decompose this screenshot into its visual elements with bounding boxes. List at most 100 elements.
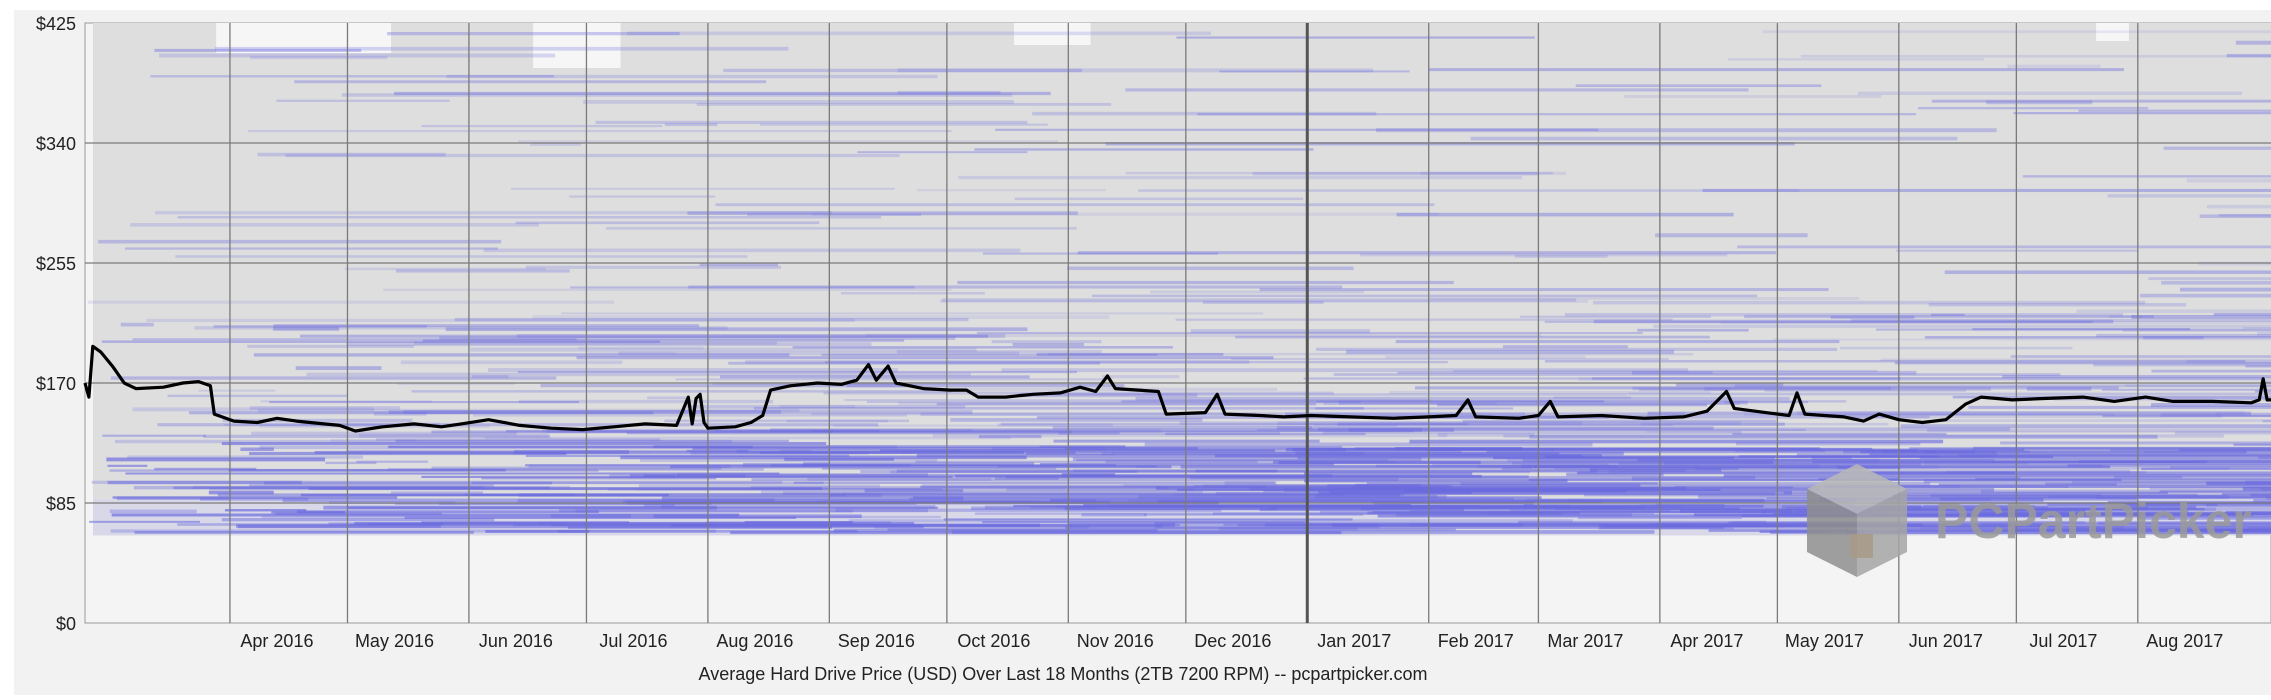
price-band xyxy=(1514,254,1608,258)
price-band xyxy=(932,433,1448,438)
price-band xyxy=(1273,460,1774,464)
price-band xyxy=(1927,428,2271,433)
price-band xyxy=(285,153,900,158)
price-band xyxy=(2137,516,2271,520)
price-band xyxy=(344,267,546,271)
price-band xyxy=(213,325,427,328)
price-band xyxy=(1360,253,1728,257)
price-band xyxy=(2260,488,2271,491)
price-band xyxy=(943,518,1353,521)
price-band xyxy=(890,470,1531,474)
watermark-text: PCPartPicker xyxy=(1935,493,2252,549)
price-band xyxy=(1313,424,1673,427)
price-band xyxy=(359,433,549,438)
price-band xyxy=(247,129,952,133)
price-band xyxy=(421,124,663,128)
price-band xyxy=(2076,309,2271,313)
price-band xyxy=(1728,521,2271,524)
price-band xyxy=(394,91,1051,96)
price-band xyxy=(276,99,450,103)
price-band xyxy=(511,187,895,190)
price-band xyxy=(1316,347,1838,352)
price-band xyxy=(1429,297,1860,300)
price-band xyxy=(2253,498,2271,503)
price-band xyxy=(846,383,906,388)
price-band xyxy=(916,188,1106,192)
price-band xyxy=(518,399,774,404)
price-band xyxy=(134,531,474,534)
y-tick-label: $170 xyxy=(36,374,76,394)
price-band xyxy=(1105,142,1795,146)
price-band xyxy=(1618,462,1922,466)
price-band xyxy=(1067,266,1354,271)
price-band xyxy=(431,466,722,470)
price-band xyxy=(2148,277,2271,281)
price-band xyxy=(750,486,1169,489)
price-band xyxy=(314,450,1024,454)
price-band xyxy=(1926,450,2030,453)
price-band xyxy=(2247,526,2271,531)
price-band xyxy=(2141,467,2271,471)
price-band xyxy=(1735,442,1921,446)
price-band xyxy=(714,429,973,432)
price-band xyxy=(2071,480,2271,484)
price-band xyxy=(2159,490,2271,493)
price-band xyxy=(2213,313,2271,316)
price-band xyxy=(203,434,551,438)
price-band xyxy=(1631,370,1917,375)
price-band xyxy=(626,31,1211,36)
price-band xyxy=(481,477,717,480)
price-band xyxy=(661,505,936,509)
price-band xyxy=(1437,403,1708,407)
price-band xyxy=(325,461,377,465)
price-band xyxy=(1462,419,1777,423)
price-band xyxy=(1303,377,1901,380)
price-band xyxy=(896,350,1102,354)
price-band xyxy=(696,102,1112,106)
price-band xyxy=(1900,424,2271,429)
logo-accent xyxy=(1851,534,1873,558)
price-band xyxy=(1396,513,1632,517)
price-band xyxy=(908,497,1514,501)
price-band xyxy=(101,340,661,343)
price-band xyxy=(1529,434,2158,439)
price-band xyxy=(1285,412,1685,417)
price-band xyxy=(513,523,1180,527)
price-band xyxy=(1397,371,1713,374)
price-band xyxy=(1190,329,1371,334)
range-area-notch xyxy=(533,23,621,68)
price-band xyxy=(1317,427,2011,431)
price-band xyxy=(1372,510,1873,514)
price-band xyxy=(273,324,700,328)
price-band xyxy=(896,469,1598,473)
price-band xyxy=(946,524,1164,528)
price-band xyxy=(249,406,400,410)
price-band xyxy=(127,455,363,459)
price-band xyxy=(1135,396,1790,401)
price-band xyxy=(1968,405,2271,409)
price-band xyxy=(919,485,1267,488)
price-band xyxy=(375,438,661,441)
price-band xyxy=(957,280,1454,285)
price-band xyxy=(387,467,764,471)
price-band xyxy=(595,120,1028,125)
price-band xyxy=(1796,410,2245,415)
price-band xyxy=(1219,527,1358,531)
price-band xyxy=(1486,450,1997,454)
price-band xyxy=(569,195,716,198)
price-band xyxy=(1823,484,2271,489)
price-band xyxy=(120,322,154,327)
price-band xyxy=(1076,458,1389,462)
price-band xyxy=(1639,388,1731,392)
price-band xyxy=(2258,456,2271,460)
price-band xyxy=(2007,64,2101,69)
price-band xyxy=(1566,472,1664,477)
price-band xyxy=(1032,111,1377,116)
price-band xyxy=(715,203,1435,207)
price-band xyxy=(1918,106,2149,110)
price-band xyxy=(1744,315,2154,319)
price-band xyxy=(1067,522,1175,527)
price-band xyxy=(1061,473,1116,477)
price-band xyxy=(1931,99,2271,103)
price-band xyxy=(1385,355,1586,359)
